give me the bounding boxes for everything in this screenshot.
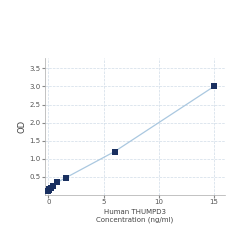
Point: [55, 180, 59, 184]
Point: [46, 190, 50, 194]
Y-axis label: OD: OD: [18, 120, 27, 133]
Point: [48, 186, 52, 190]
Point: [48, 187, 52, 191]
Point: [51, 184, 55, 188]
Point: [112, 150, 116, 154]
X-axis label: Human THUMPD3
Concentration (ng/ml): Human THUMPD3 Concentration (ng/ml): [96, 209, 174, 223]
Point: [212, 84, 216, 88]
Point: [47, 188, 51, 192]
Point: [64, 176, 68, 180]
